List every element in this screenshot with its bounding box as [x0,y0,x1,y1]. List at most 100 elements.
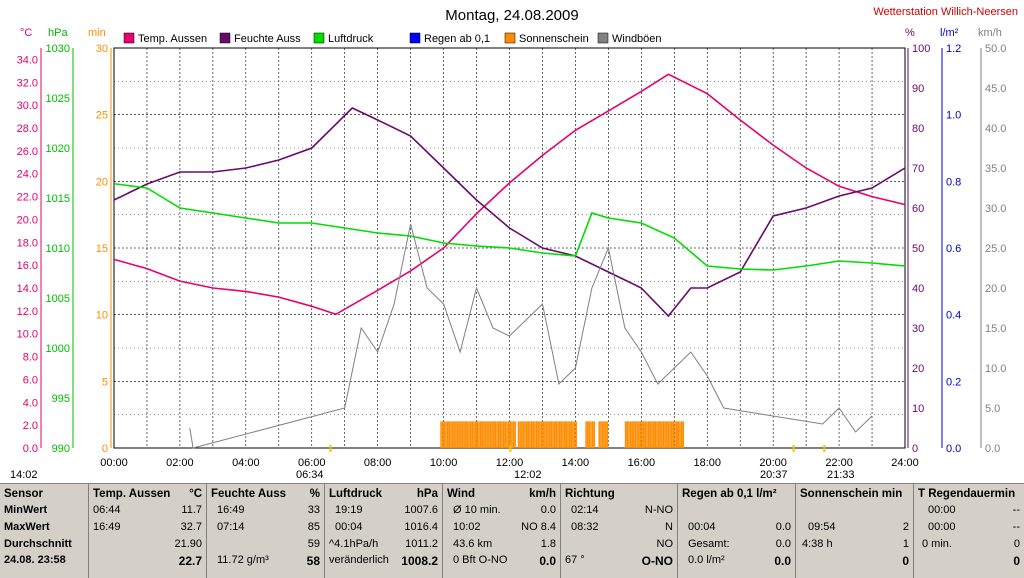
humid-max-time: 07:14 [217,521,245,533]
press-trend: ^4.1hPa/h [329,538,379,550]
temp-tick: 34.0 [17,54,38,66]
wind-max-time: 10:02 [453,521,481,533]
humid-min-time: 16:49 [217,504,245,516]
sunshine-bar [534,421,536,448]
sunshine-bar [565,421,568,448]
legend-swatch [409,32,421,44]
legend-swatch [504,32,516,44]
sunshine-bar [529,421,531,448]
sunshine-bar [499,421,502,448]
sun-tick: 10 [96,310,108,322]
series-temp-aussen [113,73,906,316]
sunshine-bar [468,421,470,448]
sunshine-bar [636,421,638,448]
raindur-min-val: -- [1012,504,1020,516]
x-tick: 04:00 [232,457,260,469]
sunshine-bar [657,421,660,448]
unit-rain: l/m² [940,27,959,39]
legend-swatch [123,32,135,44]
humidity-tick: 30 [912,323,924,335]
sunshine-bar [652,421,655,448]
sunshine-bar [522,421,525,448]
sunshine-bar [509,421,511,448]
col-rain-head: Regen ab 0,1 l/m² [682,488,777,500]
sunshine-bar [674,421,676,448]
sunshine-bar [593,421,596,448]
rain-tick: 0.6 [946,243,961,255]
sunshine-bar [479,421,482,448]
temp-tick: 32.0 [17,77,38,89]
x-tick: 12:00 [496,457,524,469]
press-min-time: 19:19 [335,504,363,516]
col-sensor: Sensor MinWert MaxWert Durchschnitt 24.0… [0,484,89,578]
sunshine-bar [481,421,483,448]
humidity-tick: 80 [912,123,924,135]
temp-cur-val: 22.7 [178,554,202,568]
sun-duration: 4:38 h [802,538,833,550]
legend-swatch [313,32,325,44]
sunshine-bar [542,421,544,448]
pressure-tick: 1030 [46,43,70,55]
sunshine-bar [633,421,635,448]
dir-avg-val: NO [656,538,674,550]
sunshine-bar [488,421,490,448]
sunshine-bar [525,421,528,448]
col-direction-head: Richtung [565,488,615,500]
raindur-total: 0 min. [922,538,952,550]
moonset-label: 21:33 [827,469,855,481]
x-tick: 02:00 [166,457,194,469]
wind-avg-val: 1.8 [540,538,556,550]
wind-tick: 25.0 [985,243,1006,255]
sunshine-bar [585,421,587,448]
unit-humidity: % [905,27,915,39]
sunshine-bar [440,421,442,448]
sunshine-bar [537,421,540,448]
rain-tick: 1.2 [946,43,961,55]
sunshine-bar [549,421,551,448]
pressure-tick: 1025 [46,93,70,105]
col-direction: Richtung 02:14 N-NO 08:32 N NO 67 ° O-NO [561,484,678,578]
pressure-tick: 995 [52,393,70,405]
press-max-time: 00:04 [335,521,363,533]
sun-cur-val: 0 [902,554,909,568]
wind-tick: 45.0 [985,83,1006,95]
wind-tick: 10.0 [985,363,1006,375]
sunshine-bar [502,421,505,448]
humid-cur-val: 58 [306,554,320,568]
rain-cur-val: 0.0 [774,554,791,568]
temp-tick: 2.0 [23,420,38,432]
sunshine-bar [540,421,543,448]
col-humidity: Feuchte Auss% 16:49 33 07:14 85 59 11.72 g… [207,484,325,578]
rain-total-label: Gesamt: [688,538,730,550]
col-wind-head: Wind [447,488,475,500]
x-tick: 16:00 [628,457,656,469]
sunshine-bar [649,421,652,448]
sunshine-bar [535,421,538,448]
sunshine-bar [476,421,479,448]
rain-max-val: 0.0 [775,521,791,533]
dir-cur-val: O-NO [641,554,673,568]
sunshine-bar [441,421,444,448]
sunshine-bar [672,421,675,448]
raindur-max-val: -- [1012,521,1020,533]
sunshine-bar [460,421,462,448]
temp-tick: 28.0 [17,123,38,135]
temp-tick: 0.0 [23,443,38,455]
wind-max-val: NO 8.4 [521,521,556,533]
legend-label: Windböen [612,33,662,45]
dir-max-time: 08:32 [571,521,599,533]
sunshine-bar [469,421,472,448]
rain-max-time: 00:04 [688,521,716,533]
wind-cur-val: 0.0 [539,554,556,568]
humidity-tick: 40 [912,283,924,295]
sunshine-bar [586,421,589,448]
sunshine-bar [466,421,469,448]
col-humidity-head: Feuchte Auss [211,488,286,500]
sunshine-bar [478,421,480,448]
row-label-current: 24.08. 23:58 [4,554,66,566]
sunshine-bar [474,421,477,448]
sunshine-bar [644,421,647,448]
col-pressure: Luftdruck hPa 19:19 1007.6 00:04 1016.4 ^4.… [325,484,443,578]
sunshine-bar [458,421,460,448]
sunshine-bar [547,421,549,448]
